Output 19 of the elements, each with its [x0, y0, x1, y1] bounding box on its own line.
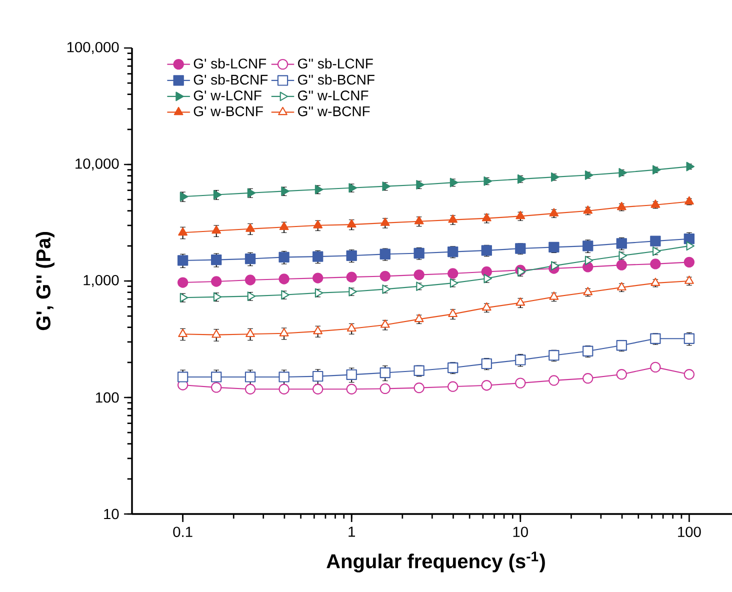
y-axis-title: G', G'' (Pa) — [36, 232, 54, 330]
legend-label: G'' sb-LCNF — [298, 58, 373, 69]
legend-label: G' sb-BCNF — [194, 74, 268, 85]
y-tick-label: 10,000 — [76, 158, 119, 171]
y-tick-label: 100 — [96, 392, 119, 403]
x-tick-label: 0.1 — [173, 526, 192, 538]
legend-label: G'' w-BCNF — [298, 106, 370, 116]
y-tick-label: 10 — [104, 508, 119, 520]
x-tick-label: 100 — [678, 526, 701, 538]
legend-label: G' w-LCNF — [194, 90, 262, 100]
y-tick-label: 1,000 — [84, 274, 119, 288]
legend-label: G'' sb-BCNF — [298, 74, 374, 85]
legend-label: G' w-BCNF — [194, 106, 263, 116]
x-axis-title: Angular frequency (s$^{-1}$) — [326, 552, 545, 572]
x-tick-label: 10 — [513, 526, 528, 538]
x-tick-label: 1 — [348, 526, 355, 537]
legend-label: G' sb-LCNF — [194, 58, 266, 69]
y-tick-label: 100,000 — [67, 42, 119, 54]
legend-label: G'' w-LCNF — [298, 90, 368, 100]
